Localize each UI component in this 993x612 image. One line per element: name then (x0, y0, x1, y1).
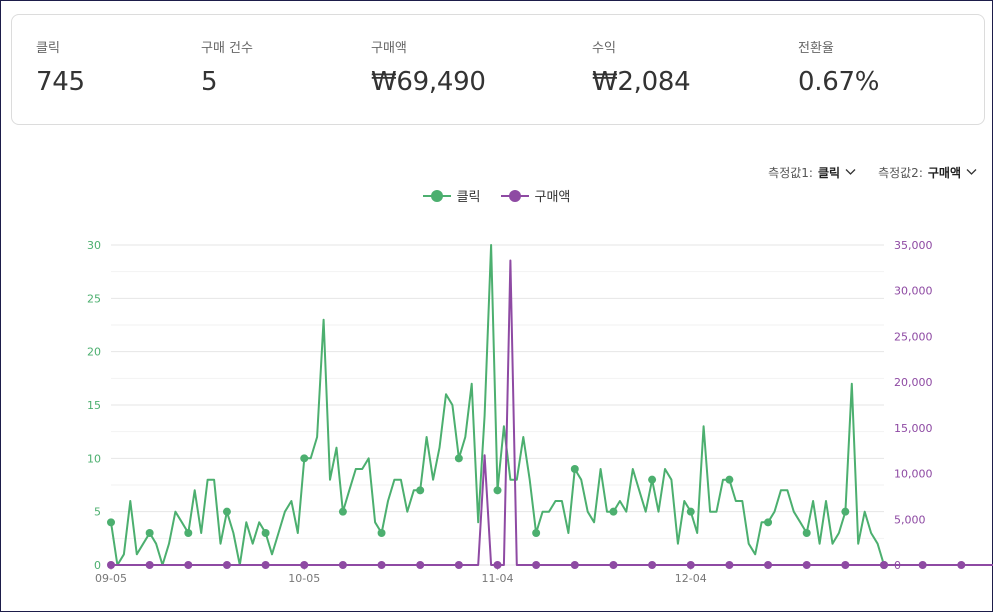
data-point-clicks (107, 518, 115, 527)
data-point-purchase (841, 561, 850, 569)
metric-value: ₩2,084 (592, 67, 691, 97)
data-point-clicks (725, 475, 734, 484)
x-tick-label: 12-04 (675, 572, 707, 585)
data-point-clicks (300, 454, 309, 463)
data-point-purchase (454, 561, 463, 569)
y-left-tick-label: 10 (87, 452, 101, 465)
data-point-purchase (184, 561, 193, 569)
data-point-clicks (377, 529, 386, 537)
data-point-clicks (841, 507, 850, 516)
data-point-purchase (145, 561, 154, 569)
data-point-clicks (609, 507, 618, 516)
measure2-dropdown[interactable]: 측정값2: 구매액 (878, 164, 977, 181)
metric-label: 클릭 (36, 41, 60, 56)
data-point-clicks (454, 454, 463, 463)
data-point-purchase (764, 561, 773, 569)
legend-label-clicks: 클릭 (456, 190, 481, 205)
chevron-down-icon (966, 166, 977, 179)
y-left-tick-label: 20 (87, 346, 101, 359)
data-point-purchase (918, 561, 927, 569)
legend-swatch-clicks (422, 189, 451, 203)
measure1-value: 클릭 (817, 166, 841, 180)
data-point-clicks (222, 507, 231, 516)
data-point-purchase (957, 561, 966, 569)
y-right-tick-label: 20,000 (894, 376, 933, 389)
x-tick-label: 11-04 (482, 572, 514, 585)
y-left-tick-label: 25 (87, 292, 101, 305)
data-point-clicks (532, 529, 541, 537)
measure1-dropdown[interactable]: 측정값1: 클릭 (768, 164, 856, 181)
data-point-purchase (648, 561, 657, 569)
data-point-purchase (261, 561, 270, 569)
data-point-clicks (261, 529, 270, 537)
data-point-clicks (648, 475, 657, 484)
legend-item-purchase[interactable]: 구매액 (500, 186, 571, 205)
data-point-purchase (107, 561, 115, 569)
metric-label: 구매액 (371, 41, 407, 56)
data-point-purchase (880, 561, 888, 569)
legend-label-purchase: 구매액 (534, 190, 571, 205)
data-point-purchase (725, 561, 734, 569)
chevron-down-icon (845, 166, 856, 179)
y-left-tick-label: 5 (94, 506, 101, 519)
data-point-clicks (184, 529, 193, 537)
chart-legend: 클릭 구매액 (0, 186, 993, 205)
y-right-tick-label: 30,000 (894, 285, 933, 298)
data-point-purchase (802, 561, 811, 569)
data-point-purchase (570, 561, 579, 569)
measure2-label: 측정값2: (878, 166, 923, 180)
data-point-clicks (686, 507, 695, 516)
data-point-purchase (532, 561, 541, 569)
y-right-tick-label: 5,000 (894, 513, 926, 526)
data-point-purchase (338, 561, 347, 569)
data-point-purchase (609, 561, 618, 569)
data-point-purchase (686, 561, 695, 569)
y-right-tick-label: 10,000 (894, 468, 933, 481)
measure1-label: 측정값1: (768, 166, 813, 180)
y-right-tick-label: 15,000 (894, 422, 933, 435)
data-point-purchase (493, 561, 502, 569)
y-left-tick-label: 15 (87, 399, 101, 412)
metric-label: 전환율 (798, 41, 834, 56)
data-point-clicks (764, 518, 773, 527)
data-point-purchase (377, 561, 386, 569)
data-point-clicks (145, 529, 154, 537)
metric-value: 745 (36, 67, 85, 97)
series-line-purchase (111, 259, 993, 566)
data-point-clicks (493, 486, 502, 495)
metric-label: 수익 (592, 41, 616, 56)
metric-value: 0.67% (798, 67, 880, 97)
y-left-tick-label: 0 (94, 559, 101, 572)
measure2-value: 구매액 (927, 166, 961, 180)
legend-swatch-purchase (500, 189, 529, 203)
metric-value: ₩69,490 (371, 67, 486, 97)
data-point-clicks (570, 465, 579, 473)
data-point-purchase (222, 561, 231, 569)
data-point-purchase (416, 561, 425, 569)
x-tick-label: 09-05 (95, 572, 127, 585)
y-right-tick-label: 25,000 (894, 330, 933, 343)
measure-selectors: 측정값1: 클릭 측정값2: 구매액 (768, 164, 977, 181)
x-tick-label: 10-05 (288, 572, 320, 585)
y-right-tick-label: 35,000 (894, 239, 933, 252)
data-point-clicks (802, 529, 811, 537)
data-point-clicks (338, 507, 347, 516)
data-point-clicks (416, 486, 425, 495)
summary-card: 클릭 745 구매 건수 5 구매액 ₩69,490 수익 ₩2,084 전환율… (11, 14, 985, 125)
metric-label: 구매 건수 (201, 41, 253, 56)
data-point-purchase (300, 561, 309, 569)
metric-value: 5 (201, 67, 218, 97)
y-left-tick-label: 30 (87, 239, 101, 252)
legend-item-clicks[interactable]: 클릭 (422, 186, 481, 205)
